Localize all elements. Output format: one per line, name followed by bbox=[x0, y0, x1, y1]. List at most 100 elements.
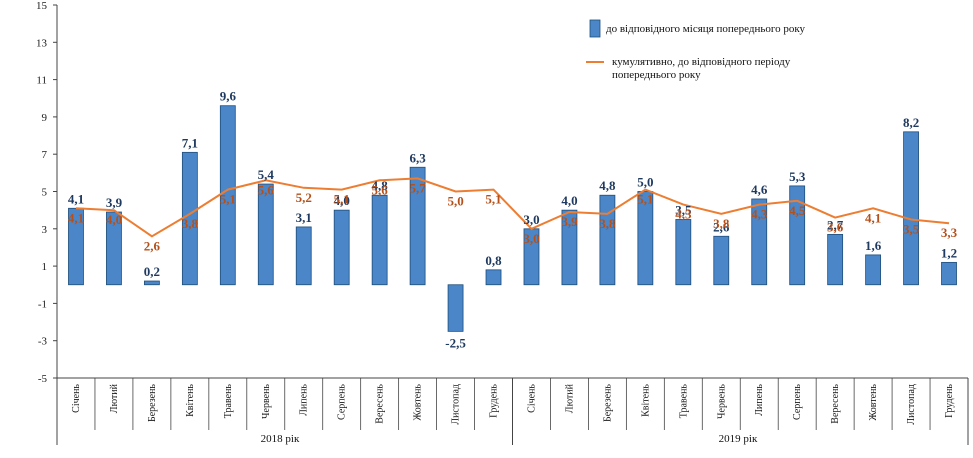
bar-data-label: 4,1 bbox=[68, 191, 84, 206]
x-tick-label: Січень bbox=[526, 384, 537, 413]
bar bbox=[828, 234, 843, 284]
y-tick-label: 11 bbox=[36, 75, 47, 87]
bar-data-label: 6,3 bbox=[409, 150, 426, 165]
x-tick-label: Квітень bbox=[640, 384, 651, 417]
x-tick-label: Березень bbox=[602, 384, 613, 422]
line-data-label: 5,1 bbox=[220, 192, 236, 207]
line-data-label: 5,7 bbox=[409, 180, 426, 195]
x-tick-label: Грудень bbox=[489, 384, 500, 418]
line-data-label: 4,0 bbox=[106, 212, 122, 227]
x-tick-label: Листопад bbox=[906, 384, 917, 425]
year-label-2019: 2019 рік bbox=[719, 433, 758, 445]
y-tick-label: 9 bbox=[42, 112, 48, 124]
x-tick-label: Липень bbox=[754, 384, 765, 416]
line-data-label: 5,6 bbox=[258, 182, 275, 197]
bar bbox=[258, 184, 273, 285]
x-tick-label: Серпень bbox=[792, 384, 803, 420]
y-tick-label: -3 bbox=[38, 336, 48, 348]
legend-line-label-1: кумулятивно, до відповідного періоду bbox=[612, 56, 791, 68]
line-data-label: 2,6 bbox=[144, 238, 161, 253]
bar-data-label: 1,6 bbox=[865, 238, 882, 253]
line-data-label: 5,1 bbox=[637, 192, 653, 207]
legend-bar-label: до відповідного місяця попереднього року bbox=[606, 23, 806, 35]
legend-line-label-2: попереднього року bbox=[612, 69, 701, 81]
bar-data-label: -2,5 bbox=[445, 335, 466, 350]
line-data-label: 5,1 bbox=[485, 192, 501, 207]
bar-data-label: 5,4 bbox=[258, 167, 275, 182]
x-tick-label: Жовтень bbox=[868, 384, 879, 421]
bar bbox=[904, 132, 919, 285]
line-data-label: 3,3 bbox=[941, 225, 958, 240]
legend-bar-swatch bbox=[590, 20, 600, 37]
line-data-label: 3,6 bbox=[827, 220, 844, 235]
bar bbox=[942, 262, 957, 284]
bar bbox=[448, 285, 463, 332]
x-tick-label: Жовтень bbox=[413, 384, 424, 421]
line-data-label: 3,8 bbox=[599, 216, 616, 231]
x-tick-label: Лютий bbox=[109, 383, 120, 413]
line-data-label: 4,1 bbox=[865, 210, 881, 225]
bar bbox=[296, 227, 311, 285]
bar bbox=[486, 270, 501, 285]
bar-data-label: 3,1 bbox=[296, 210, 312, 225]
x-tick-label: Січень bbox=[71, 384, 82, 413]
bar-data-label: 5,0 bbox=[637, 175, 653, 190]
bar bbox=[144, 281, 159, 285]
bar bbox=[866, 255, 881, 285]
x-tick-label: Квітень bbox=[185, 384, 196, 417]
y-tick-label: 13 bbox=[36, 37, 48, 49]
x-tick-label: Лютий bbox=[564, 383, 575, 413]
y-tick-label: 15 bbox=[36, 0, 48, 12]
line-data-label: 5,2 bbox=[296, 190, 312, 205]
bar-data-label: 3,9 bbox=[106, 195, 123, 210]
line-data-label: 4,3 bbox=[675, 207, 692, 222]
bar-data-label: 8,2 bbox=[903, 115, 919, 130]
x-tick-label: Травень bbox=[678, 384, 689, 419]
x-tick-label: Серпень bbox=[337, 384, 348, 420]
bar-data-label: 1,2 bbox=[941, 245, 957, 260]
bar bbox=[676, 219, 691, 284]
x-axis: Січень Лютий Березень Квітень Травень Червень… bbox=[57, 378, 968, 445]
x-tick-label: Листопад bbox=[451, 384, 462, 425]
legend: до відповідного місяця попереднього року… bbox=[586, 20, 806, 81]
bar-data-label: 4,0 bbox=[561, 193, 577, 208]
bar bbox=[372, 195, 387, 285]
line-data-label: 5,6 bbox=[372, 182, 389, 197]
bar-data-label: 0,8 bbox=[485, 253, 502, 268]
bar bbox=[714, 236, 729, 284]
x-tick-label: Грудень bbox=[944, 384, 955, 418]
y-tick-label: -1 bbox=[38, 298, 47, 310]
bar-data-label: 4,6 bbox=[751, 182, 768, 197]
bar-data-label: 4,8 bbox=[599, 178, 616, 193]
line-series bbox=[76, 178, 949, 236]
y-tick-label: 3 bbox=[42, 224, 48, 236]
x-tick-label: Травень bbox=[223, 384, 234, 419]
line-data-label: 5,1 bbox=[334, 192, 350, 207]
bar-data-label: 0,2 bbox=[144, 264, 160, 279]
line-data-label: 4,3 bbox=[751, 207, 768, 222]
x-tick-label: Березень bbox=[147, 384, 158, 422]
line-data-label: 3,5 bbox=[903, 221, 920, 236]
bar-data-label: 5,3 bbox=[789, 169, 806, 184]
line-data-label: 3,8 bbox=[713, 216, 730, 231]
y-tick-label: 7 bbox=[42, 149, 48, 161]
y-tick-label: 5 bbox=[42, 187, 48, 199]
y-tick-label: -5 bbox=[38, 373, 48, 385]
line-data-label: 4,5 bbox=[789, 203, 806, 218]
bar-data-label: 3,0 bbox=[523, 212, 539, 227]
line-data-label: 3,8 bbox=[182, 216, 199, 231]
x-tick-label: Вересень bbox=[830, 384, 841, 424]
bar-data-label: 7,1 bbox=[182, 135, 198, 150]
x-tick-label: Червень bbox=[261, 384, 272, 419]
line-data-label: 3,0 bbox=[523, 231, 539, 246]
bar bbox=[600, 195, 615, 285]
bar bbox=[334, 210, 349, 285]
series-line bbox=[76, 178, 949, 236]
line-data-label: 3,9 bbox=[561, 214, 578, 229]
year-label-2018: 2018 рік bbox=[261, 433, 300, 445]
x-tick-label: Вересень bbox=[375, 384, 386, 424]
